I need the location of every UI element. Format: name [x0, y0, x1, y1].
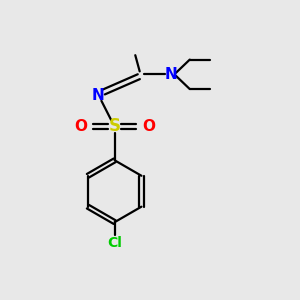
Text: S: S: [109, 117, 121, 135]
Text: O: O: [142, 119, 155, 134]
Text: N: N: [92, 88, 105, 103]
Text: N: N: [164, 67, 177, 82]
Text: O: O: [74, 119, 87, 134]
Text: Cl: Cl: [107, 236, 122, 250]
